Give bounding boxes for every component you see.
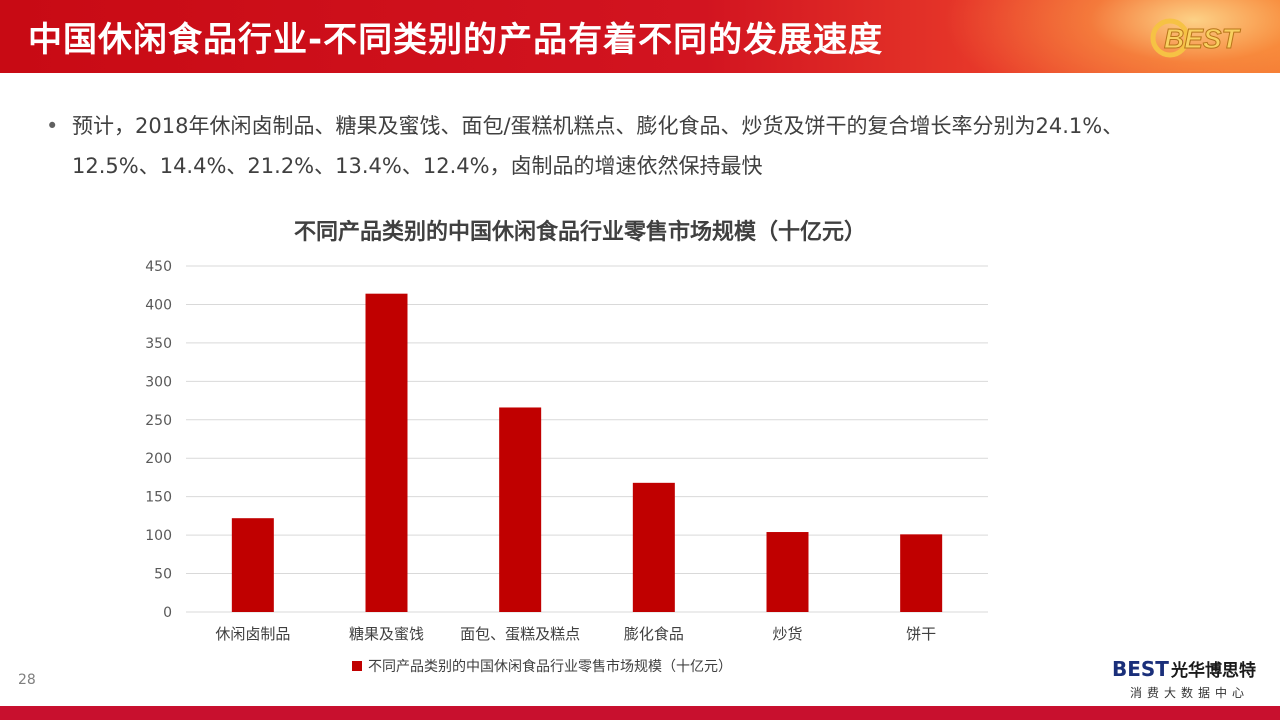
y-tick-label-350: 350 — [145, 336, 172, 352]
page-number: 28 — [18, 672, 36, 688]
header-banner: 中国休闲食品行业-不同类别的产品有着不同的发展速度 BEST — [0, 0, 1280, 73]
footer-brand-sub: 消费大数据中心 — [1130, 686, 1250, 700]
bar-6 — [900, 534, 943, 612]
page-title: 中国休闲食品行业-不同类别的产品有着不同的发展速度 — [28, 20, 884, 60]
x-tick-label-6: 饼干 — [906, 625, 936, 643]
footer-brand-en: BEST — [1112, 657, 1169, 681]
bar-3 — [499, 407, 542, 612]
y-tick-label-100: 100 — [145, 528, 172, 544]
bar-1 — [231, 518, 274, 612]
y-tick-label-450: 450 — [145, 259, 172, 275]
y-tick-label-50: 50 — [154, 567, 172, 583]
bullet-dot: • — [46, 114, 59, 138]
y-tick-label-0: 0 — [163, 605, 172, 621]
bar-4 — [632, 482, 675, 612]
bar-2 — [365, 293, 408, 612]
best-logo-icon: BEST — [1150, 18, 1242, 58]
x-tick-label-4: 膨化食品 — [624, 625, 684, 643]
x-tick-label-5: 炒货 — [772, 625, 802, 643]
chart-title: 不同产品类别的中国休闲食品行业零售市场规模（十亿元） — [293, 220, 866, 245]
y-tick-label-250: 250 — [145, 413, 172, 429]
legend-swatch — [352, 661, 362, 671]
footer-brand-cn: 光华博思特 — [1170, 661, 1256, 681]
y-tick-label-150: 150 — [145, 490, 172, 506]
footer-logo: BEST 光华博思特 消费大数据中心 — [1112, 656, 1272, 700]
summary-bullet: • 预计，2018年休闲卤制品、糖果及蜜饯、面包/蛋糕机糕点、膨化食品、炒货及饼… — [46, 106, 1166, 186]
x-tick-label-2: 糖果及蜜饯 — [349, 625, 424, 643]
y-tick-label-200: 200 — [145, 451, 172, 467]
y-tick-label-300: 300 — [145, 374, 172, 390]
bar-5 — [766, 532, 809, 612]
x-tick-label-1: 休闲卤制品 — [215, 625, 290, 643]
legend-label: 不同产品类别的中国休闲食品行业零售市场规模（十亿元） — [368, 658, 732, 675]
y-tick-label-400: 400 — [145, 297, 172, 313]
best-logo-text: BEST — [1164, 23, 1242, 54]
header-light-burst — [900, 0, 1280, 73]
bottom-bar — [0, 706, 1280, 720]
summary-text: 预计，2018年休闲卤制品、糖果及蜜饯、面包/蛋糕机糕点、膨化食品、炒货及饼干的… — [72, 114, 1124, 178]
footer-brand: BEST 光华博思特 — [1112, 656, 1256, 681]
x-tick-label-3: 面包、蛋糕及糕点 — [460, 625, 580, 643]
